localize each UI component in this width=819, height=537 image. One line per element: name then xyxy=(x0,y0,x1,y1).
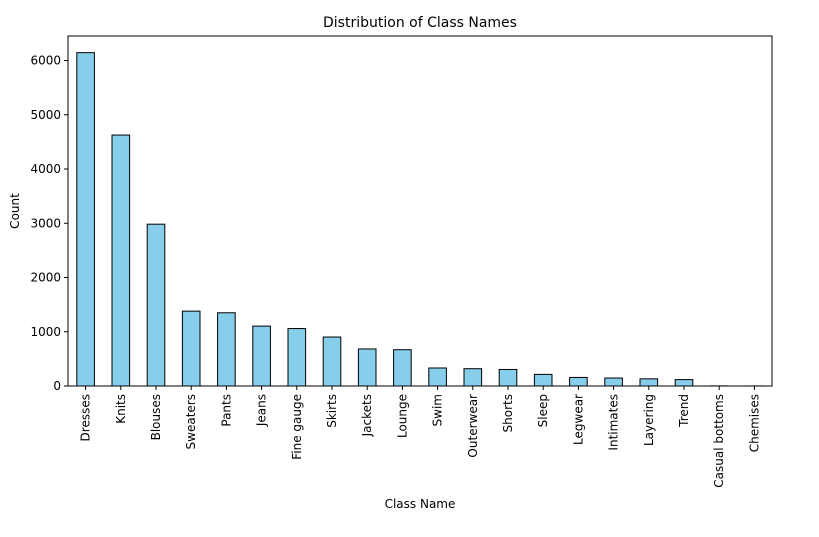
x-tick-label: Dresses xyxy=(79,394,93,441)
bar-dresses xyxy=(76,52,95,387)
x-tick-label: Knits xyxy=(114,394,128,424)
bar-outerwear xyxy=(463,368,483,387)
x-tick-label: Sleep xyxy=(536,394,550,427)
x-tick-label: Fine gauge xyxy=(290,394,304,460)
y-tick-label: 5000 xyxy=(30,108,61,122)
x-tick-label: Layering xyxy=(642,394,656,446)
y-ticks-group: 0 1000 2000 3000 4000 5000 6000 xyxy=(30,54,68,393)
x-tick-label: Trend xyxy=(677,394,691,428)
bar-trend xyxy=(674,379,694,387)
bar-sweaters xyxy=(181,310,201,387)
bar-swim xyxy=(428,367,447,387)
y-tick-label: 2000 xyxy=(30,271,61,285)
x-tick-label: Legwear xyxy=(571,394,585,445)
y-tick-label: 0 xyxy=(53,379,61,393)
bar-sleep xyxy=(533,373,553,387)
bar-fine-gauge xyxy=(287,328,307,387)
bar-pants xyxy=(217,312,236,387)
y-tick-label: 3000 xyxy=(30,216,61,230)
bar-blouses xyxy=(146,223,166,387)
bar-lounge xyxy=(393,349,412,387)
y-tick-label: 1000 xyxy=(30,325,61,339)
x-tick-label: Shorts xyxy=(501,394,515,432)
y-axis-label: Count xyxy=(8,193,22,229)
x-tick-label: Lounge xyxy=(395,394,409,438)
bar-shorts xyxy=(498,369,518,387)
x-tick-label: Skirts xyxy=(325,394,339,428)
bar-knits xyxy=(111,134,131,387)
bar-jeans xyxy=(252,325,271,387)
bar-jackets xyxy=(357,348,377,387)
bar-intimates xyxy=(604,377,623,387)
x-tick-label: Jackets xyxy=(360,394,374,437)
x-axis-label: Class Name xyxy=(385,497,456,511)
x-ticks-group: Dresses Knits Blouses Sweaters Pants Jeans Fin… xyxy=(79,386,761,488)
bar-legwear xyxy=(569,376,588,387)
x-tick-label: Swim xyxy=(431,394,445,426)
x-tick-label: Jeans xyxy=(255,394,269,427)
x-tick-label: Pants xyxy=(219,394,233,427)
plot-frame xyxy=(67,35,773,387)
x-tick-label: Casual bottoms xyxy=(712,394,726,488)
x-tick-label: Sweaters xyxy=(184,394,198,449)
bar-layering xyxy=(639,378,659,387)
x-tick-label: Chemises xyxy=(747,394,761,452)
x-tick-label: Intimates xyxy=(607,394,621,451)
y-tick-label: 4000 xyxy=(30,162,61,176)
x-tick-label: Outerwear xyxy=(466,394,480,458)
chart-title: Distribution of Class Names xyxy=(323,15,517,31)
bars-group xyxy=(76,52,764,387)
y-tick-label: 6000 xyxy=(30,54,61,68)
x-tick-label: Blouses xyxy=(149,394,163,440)
bar-skirts xyxy=(322,336,342,387)
